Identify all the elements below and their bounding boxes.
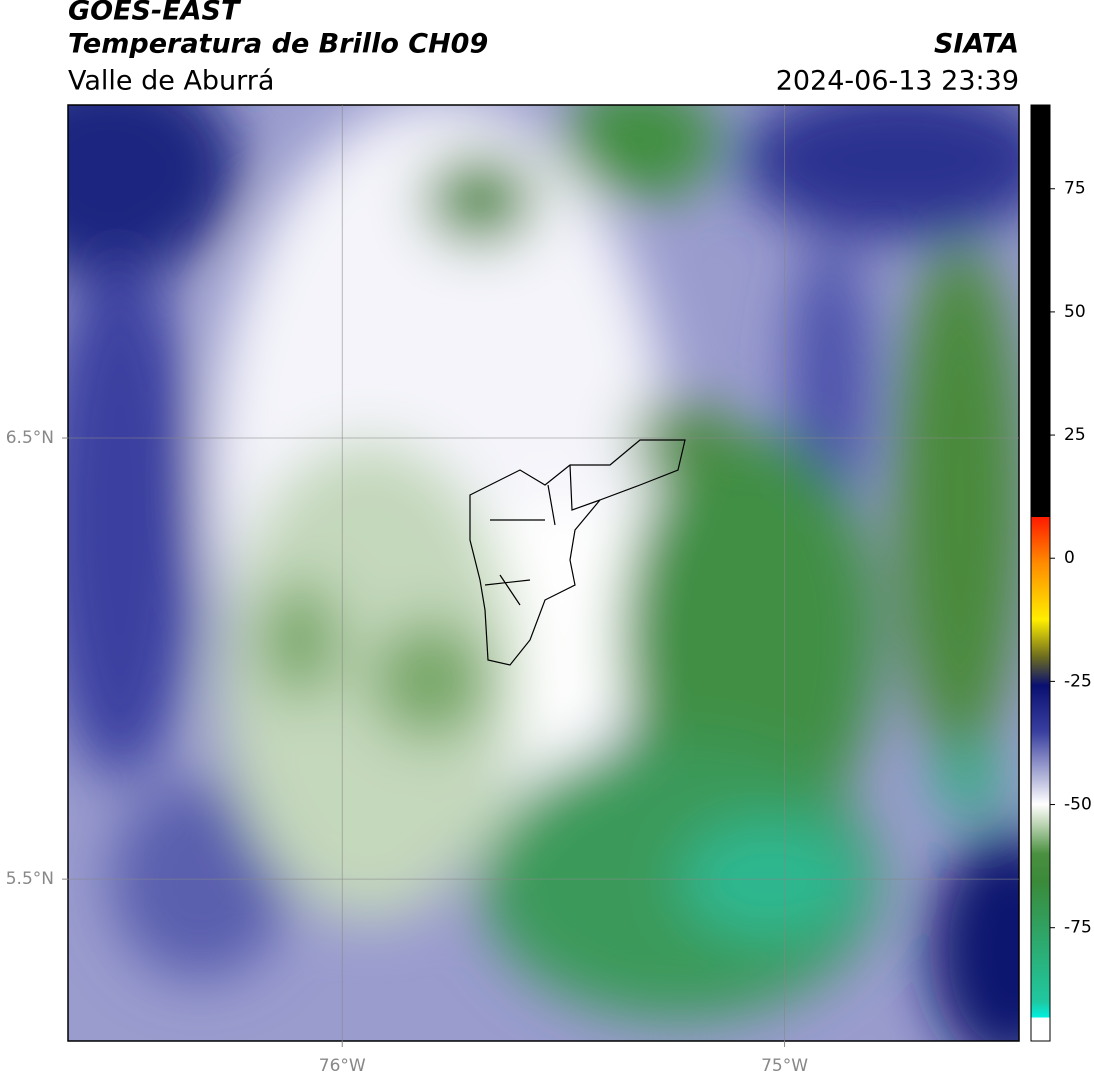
boundary (469, 439, 686, 666)
colorbar-tick-label: 0 (1064, 548, 1075, 568)
colorbar (1030, 104, 1051, 1042)
colorbar-tick-label: -50 (1064, 795, 1092, 815)
x-tick-label: 75°W (761, 1056, 808, 1076)
y-tick-label: 6.5°N (6, 428, 54, 448)
timestamp: 2024-06-13 23:39 (776, 66, 1019, 97)
colorbar-tick-label: 50 (1064, 302, 1086, 322)
imagery (68, 105, 1019, 1041)
colorbar-tick-label: 75 (1064, 179, 1086, 199)
title: GOES-EAST (68, 0, 242, 27)
map-frame (67, 104, 1020, 1042)
y-tick-label: 5.5°N (6, 869, 54, 889)
source: SIATA (934, 29, 1019, 60)
colorbar-tick-label: 25 (1064, 425, 1086, 445)
colorbar-tick-label: -25 (1064, 671, 1092, 691)
colorbar-tick-label: -75 (1064, 918, 1092, 938)
x-tick-label: 76°W (319, 1056, 366, 1076)
subtitle: Temperatura de Brillo CH09 (68, 29, 488, 60)
region: Valle de Aburrá (68, 66, 274, 97)
